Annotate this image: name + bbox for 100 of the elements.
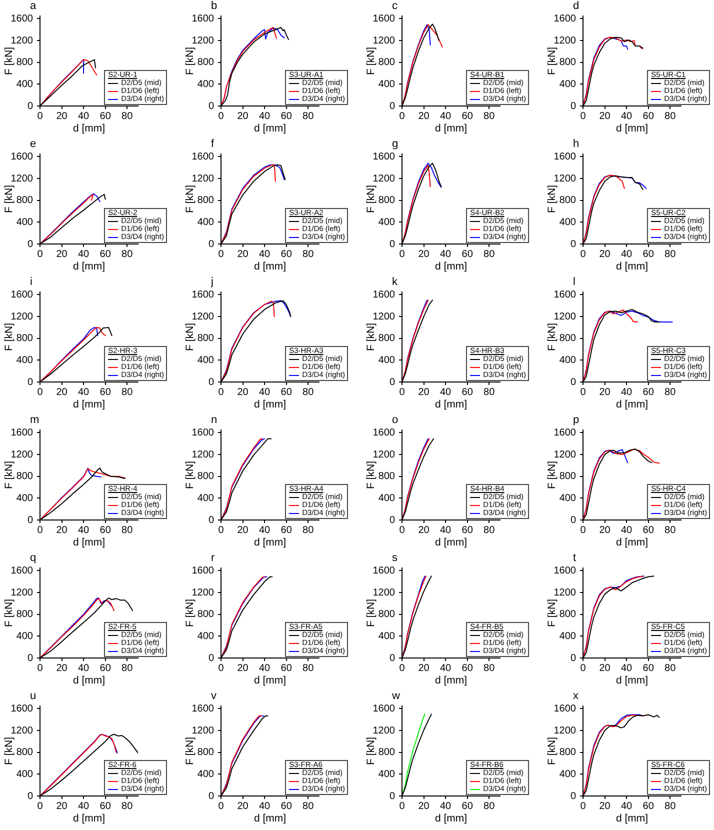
x-axis-title: d [mm] — [616, 812, 648, 825]
x-tick-label: 80 — [664, 800, 676, 812]
y-tick-label: 400 — [378, 630, 396, 642]
x-tick-label: 60 — [100, 386, 112, 398]
x-tick-label: 20 — [237, 662, 249, 674]
x-tick-label: 40 — [258, 800, 271, 812]
y-tick-label: 0 — [389, 376, 396, 388]
y-tick-label: 1200 — [372, 311, 396, 322]
y-tick-label: 1600 — [554, 13, 576, 24]
y-tick-label: 400 — [16, 216, 34, 228]
x-tick-label: 40 — [440, 800, 452, 812]
x-tick-label: 20 — [237, 524, 249, 536]
y-axis-title: F [kN] — [3, 736, 16, 765]
chart-title: h — [573, 138, 580, 150]
x-tick-label: 20 — [599, 248, 611, 260]
y-tick-label: 400 — [378, 78, 396, 90]
chart-title: p — [573, 414, 580, 426]
x-tick-label: 0 — [399, 110, 406, 122]
y-tick-label: 800 — [559, 57, 576, 68]
x-tick-label: 0 — [580, 386, 586, 398]
x-tick-label: 0 — [399, 800, 406, 812]
chart-title: w — [392, 690, 400, 702]
x-tick-label: 80 — [302, 248, 314, 260]
x-tick-label: 0 — [218, 248, 224, 260]
y-axis-title: F [kN] — [3, 46, 16, 75]
y-tick-label: 1200 — [10, 173, 34, 184]
x-tick-label: 0 — [399, 248, 406, 260]
y-tick-label: 0 — [389, 652, 396, 664]
y-tick-label: 1600 — [372, 565, 396, 576]
y-tick-label: 1200 — [192, 449, 214, 460]
y-tick-label: 1200 — [372, 725, 396, 736]
x-tick-label: 0 — [580, 524, 586, 536]
y-tick-label: 800 — [378, 471, 396, 482]
x-tick-label: 20 — [237, 800, 249, 812]
y-tick-label: 1200 — [10, 449, 34, 460]
x-tick-label: 20 — [599, 800, 611, 812]
y-tick-label: 0 — [208, 100, 214, 112]
chart-title: q — [30, 552, 36, 564]
x-tick-label: 80 — [484, 248, 496, 260]
y-tick-label: 0 — [27, 652, 34, 664]
y-tick-label: 800 — [559, 195, 576, 206]
x-tick-label: 0 — [37, 110, 44, 122]
x-tick-label: 20 — [237, 110, 249, 122]
y-tick-label: 800 — [16, 747, 34, 758]
chart-title: n — [211, 414, 218, 426]
x-tick-label: 80 — [122, 110, 134, 122]
y-axis-title: F [kN] — [184, 460, 196, 489]
x-tick-label: 60 — [280, 110, 292, 122]
x-tick-label: 40 — [440, 524, 452, 536]
y-axis-title: F [kN] — [3, 460, 16, 489]
y-axis-title: F [kN] — [365, 184, 378, 213]
y-tick-label: 0 — [208, 514, 214, 526]
y-tick-label: 400 — [378, 354, 396, 366]
chart-title: v — [211, 690, 216, 702]
x-tick-label: 0 — [218, 524, 224, 536]
x-tick-label: 80 — [302, 800, 314, 812]
x-tick-label: 20 — [599, 524, 611, 536]
x-tick-label: 60 — [280, 662, 292, 674]
y-axis-title: F [kN] — [546, 322, 558, 351]
y-tick-label: 1600 — [192, 151, 214, 162]
x-tick-label: 60 — [462, 800, 474, 812]
y-tick-label: 1200 — [554, 725, 576, 736]
x-tick-label: 20 — [418, 386, 430, 398]
y-tick-label: 1600 — [372, 151, 396, 162]
x-tick-label: 20 — [418, 524, 430, 536]
y-tick-label: 1600 — [10, 151, 34, 162]
y-axis-title: F [kN] — [3, 598, 16, 627]
y-tick-label: 1600 — [554, 289, 576, 300]
x-axis-title: d [mm] — [434, 122, 468, 135]
y-tick-label: 1200 — [192, 173, 214, 184]
x-axis-title: d [mm] — [616, 260, 648, 273]
x-tick-label: 40 — [258, 110, 271, 122]
y-tick-label: 0 — [27, 376, 34, 388]
x-tick-label: 0 — [580, 110, 586, 122]
x-tick-label: 40 — [78, 110, 90, 122]
x-tick-label: 80 — [302, 662, 314, 674]
x-axis-title: d [mm] — [72, 398, 106, 411]
chart-title: d — [573, 0, 580, 12]
y-tick-label: 1600 — [554, 703, 576, 714]
y-tick-label: 1600 — [372, 13, 396, 24]
y-tick-label: 800 — [16, 57, 34, 68]
x-tick-label: 20 — [56, 524, 68, 536]
y-tick-label: 400 — [16, 630, 34, 642]
y-tick-label: 400 — [197, 492, 214, 504]
y-axis-title: F [kN] — [3, 184, 16, 213]
y-tick-label: 1600 — [192, 565, 214, 576]
x-tick-label: 0 — [580, 662, 586, 674]
y-tick-label: 1200 — [10, 725, 34, 736]
x-tick-label: 0 — [37, 248, 44, 260]
chart-title: u — [30, 690, 36, 702]
y-tick-label: 800 — [378, 333, 396, 344]
x-tick-label: 0 — [399, 662, 406, 674]
x-tick-label: 40 — [440, 110, 452, 122]
x-tick-label: 80 — [122, 800, 134, 812]
x-tick-label: 0 — [37, 386, 44, 398]
x-axis-title: d [mm] — [254, 398, 286, 411]
x-axis-title: d [mm] — [254, 260, 286, 273]
y-tick-label: 400 — [559, 354, 576, 366]
chart-title: g — [392, 138, 398, 150]
x-tick-label: 0 — [580, 800, 586, 812]
